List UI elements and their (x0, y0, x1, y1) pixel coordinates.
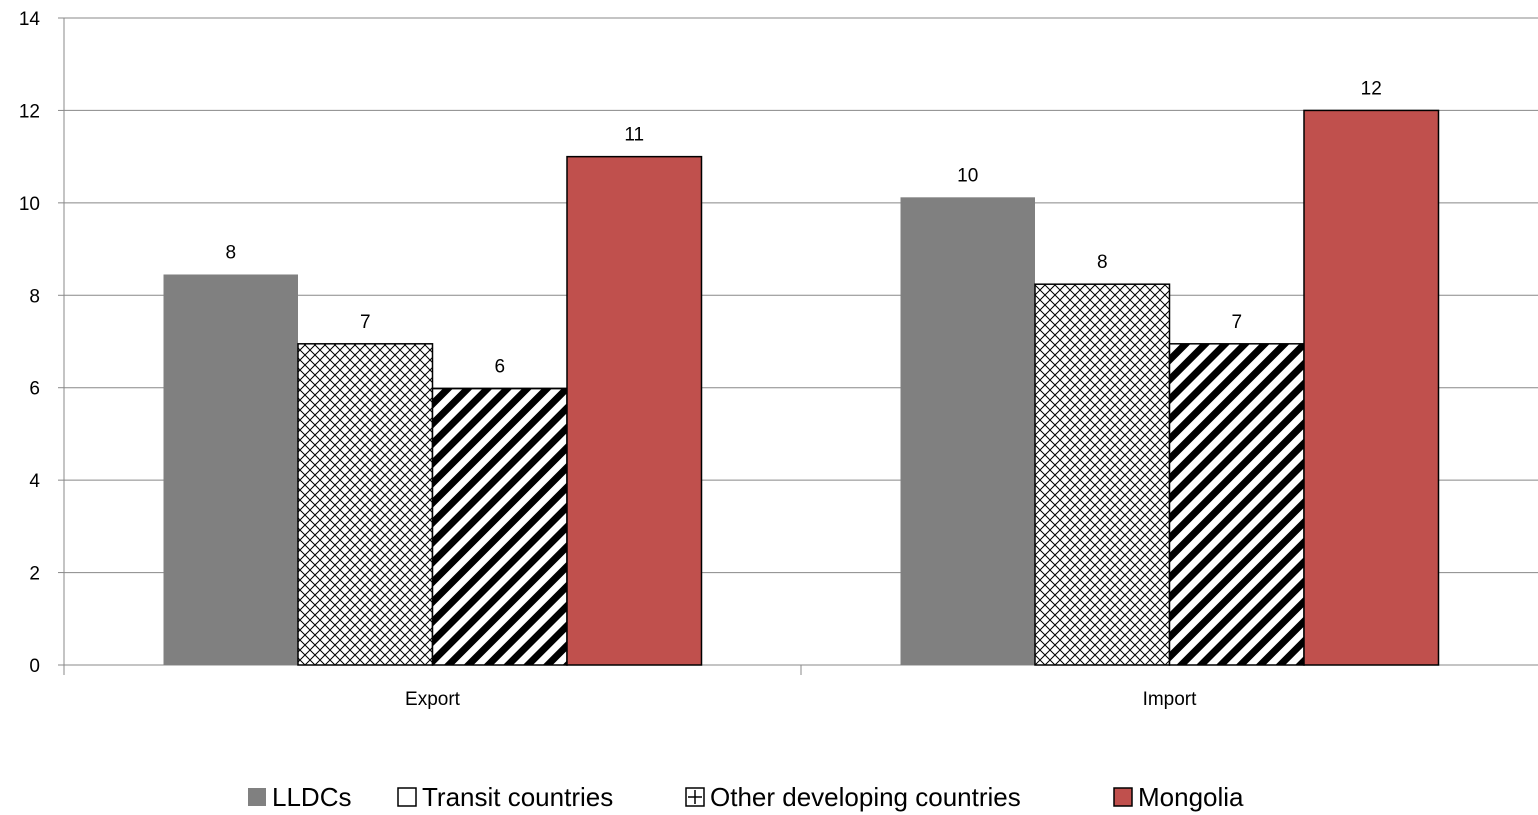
bar-lldcs-export (163, 274, 298, 665)
y-tick-label: 2 (29, 564, 40, 585)
data-label: 12 (1361, 78, 1382, 99)
data-label: 11 (624, 125, 644, 146)
y-tick-label: 4 (29, 471, 40, 492)
data-label: 6 (494, 357, 505, 378)
legend-swatch (248, 788, 266, 806)
legend-item-mongolia: Mongolia (1113, 782, 1244, 812)
data-label: 10 (957, 165, 978, 186)
bars (163, 109, 1440, 666)
legend-label: Other developing countries (710, 782, 1021, 812)
bar-transit-countries-import (1034, 283, 1171, 666)
legend-swatch (1113, 787, 1133, 807)
legend-label: Mongolia (1138, 782, 1244, 812)
bar-mongolia-export (566, 155, 703, 666)
y-tick-label: 6 (29, 379, 40, 400)
data-label: 7 (1231, 312, 1242, 333)
y-tick-label: 8 (29, 286, 40, 307)
legend-item-other-developing-countries: Other developing countries (685, 782, 1021, 812)
data-label: 8 (1097, 252, 1108, 273)
bar-lldcs-import (900, 197, 1035, 665)
legend-item-transit-countries: Transit countries (397, 782, 613, 812)
data-label: 7 (360, 312, 371, 333)
y-tick-label: 10 (19, 194, 40, 215)
legend-swatch (397, 787, 417, 807)
y-tick-label: 14 (19, 9, 41, 30)
y-tick-label: 12 (19, 101, 40, 122)
legend: LLDCs Transit countries Other developing c… (248, 782, 1244, 812)
x-category-label: Import (1143, 689, 1198, 710)
y-tick-label: 0 (29, 656, 40, 677)
bar-mongolia-import (1303, 109, 1440, 666)
legend-label: LLDCs (272, 782, 351, 812)
legend-label: Transit countries (422, 782, 613, 812)
bar-transit-countries-export (297, 343, 434, 666)
bar-other-developing-countries-export (431, 387, 568, 666)
x-category-label: Export (405, 689, 461, 710)
legend-item-lldcs: LLDCs (248, 782, 351, 812)
data-label: 8 (225, 242, 236, 263)
bar-other-developing-countries-import (1168, 343, 1305, 666)
data-labels: 8 7 6 11 10 8 7 12 (225, 78, 1381, 377)
